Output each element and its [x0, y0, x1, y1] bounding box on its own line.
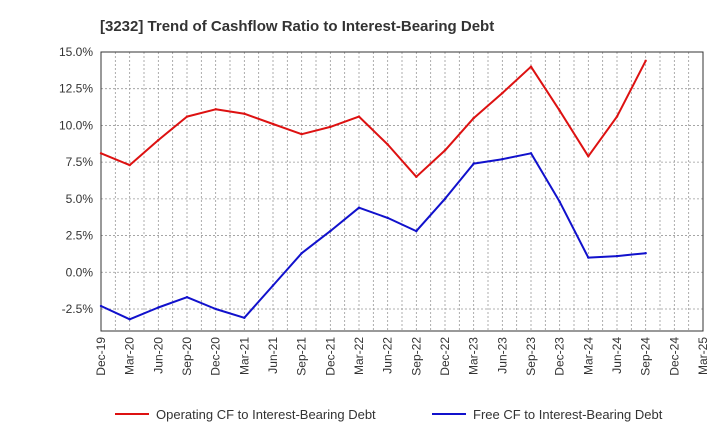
x-tick-label: Mar-20 [123, 337, 137, 375]
y-tick-label: 15.0% [59, 45, 93, 59]
x-tick-label: Sep-24 [639, 337, 653, 376]
x-tick-label: Mar-23 [467, 337, 481, 375]
data-point [558, 200, 561, 203]
x-tick-label: Jun-20 [151, 337, 165, 374]
data-point [300, 251, 303, 255]
y-tick-label: 10.0% [59, 118, 93, 132]
data-point [128, 163, 131, 167]
x-tick-label: Mar-25 [696, 337, 710, 375]
x-tick-label: Dec-19 [94, 337, 108, 376]
x-tick-label: Jun-22 [381, 337, 395, 374]
x-tick-label: Mar-22 [352, 337, 366, 375]
data-point [243, 316, 246, 319]
y-tick-label: 12.5% [59, 82, 93, 96]
x-tick-label: Dec-23 [553, 337, 567, 376]
x-tick-label: Dec-24 [667, 337, 681, 376]
x-tick-label: Sep-22 [409, 337, 423, 376]
y-tick-label: -2.5% [62, 302, 94, 316]
data-point [386, 216, 389, 220]
x-tick-label: Jun-21 [266, 337, 280, 374]
y-tick-label: 2.5% [66, 229, 94, 243]
x-tick-label: Dec-20 [209, 337, 223, 376]
data-point [157, 306, 160, 309]
data-point [558, 109, 561, 112]
legend-label: Operating CF to Interest-Bearing Debt [156, 407, 376, 422]
data-point [443, 149, 447, 152]
data-point [243, 112, 246, 115]
y-tick-label: 0.0% [66, 265, 94, 279]
data-point [329, 125, 332, 129]
axis-layer: 15.0% 12.5% 10.0% 7.5% 5.0% 2.5% 0.0% -2.5% Dec-… [59, 45, 710, 376]
data-point [157, 138, 160, 142]
data-point [472, 162, 475, 165]
legend: Operating CF to Interest-Bearing Debt Fre… [115, 407, 663, 422]
grid-layer [101, 51, 703, 331]
y-tick-label: 5.0% [66, 192, 94, 206]
data-point [99, 152, 103, 155]
series-line-operating-cf [100, 60, 647, 178]
x-tick-label: Jun-24 [610, 337, 624, 374]
data-point [128, 318, 131, 321]
data-point [587, 256, 590, 259]
legend-label: Free CF to Interest-Bearing Debt [473, 407, 663, 422]
plot-frame [100, 51, 704, 332]
data-point [271, 122, 275, 126]
data-point [415, 175, 418, 179]
x-tick-label: Sep-21 [295, 337, 309, 376]
data-point [587, 155, 590, 158]
x-tick-label: Mar-21 [237, 337, 251, 375]
data-point [615, 115, 619, 118]
x-tick-label: Sep-23 [524, 337, 538, 376]
data-point [300, 133, 303, 136]
data-point [99, 304, 103, 308]
data-point [214, 307, 217, 311]
x-tick-label: Sep-20 [180, 337, 194, 376]
data-point [357, 115, 361, 118]
data-point [415, 229, 418, 233]
data-point [501, 91, 504, 95]
series-layer [99, 59, 647, 321]
data-point [357, 206, 361, 209]
data-point [501, 157, 504, 161]
data-point [644, 59, 647, 63]
chart-title: [3232] Trend of Cashflow Ratio to Intere… [100, 18, 494, 35]
data-point [386, 143, 389, 146]
y-tick-label: 7.5% [66, 155, 94, 169]
data-point [529, 152, 533, 155]
x-tick-label: Jun-23 [495, 337, 509, 374]
data-point [644, 251, 647, 255]
data-point [214, 108, 217, 111]
data-point [472, 116, 475, 120]
data-point [271, 284, 275, 287]
data-point [329, 229, 332, 233]
x-tick-label: Mar-24 [581, 337, 595, 375]
series-line-free-cf [100, 152, 646, 321]
x-tick-label: Dec-21 [323, 337, 337, 376]
data-point [443, 197, 447, 201]
data-point [529, 65, 533, 68]
data-point [615, 254, 619, 258]
data-point [185, 296, 189, 299]
x-tick-label: Dec-22 [438, 337, 452, 376]
data-point [185, 115, 189, 118]
